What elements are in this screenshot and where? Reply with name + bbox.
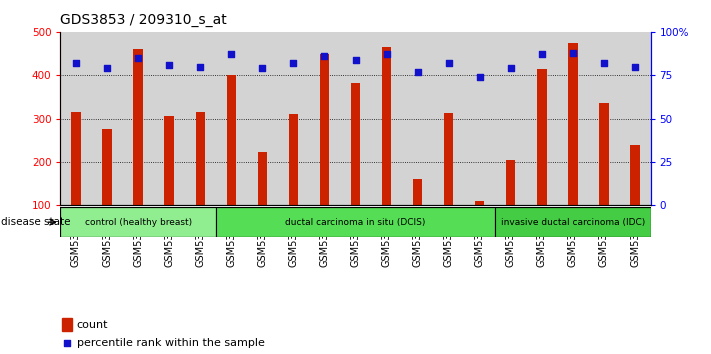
Point [505, 65, 516, 71]
Bar [619, 32, 651, 205]
Bar [496, 207, 651, 237]
Point [567, 50, 579, 56]
Point [536, 52, 547, 57]
Bar [413, 179, 422, 249]
Point [195, 64, 206, 69]
Text: invasive ductal carcinoma (IDC): invasive ductal carcinoma (IDC) [501, 218, 645, 227]
Bar [382, 47, 391, 249]
Bar [526, 32, 557, 205]
Bar [71, 112, 80, 249]
Bar [538, 69, 547, 249]
Bar [164, 116, 173, 249]
Bar [134, 49, 143, 249]
Bar [63, 318, 73, 331]
Point [443, 60, 454, 66]
Text: percentile rank within the sample: percentile rank within the sample [77, 338, 264, 348]
Point [102, 65, 113, 71]
Bar [309, 32, 340, 205]
Bar [340, 32, 371, 205]
Bar [351, 82, 360, 249]
Point [132, 55, 144, 61]
Bar [154, 32, 185, 205]
Bar [475, 201, 484, 249]
Point [629, 64, 641, 69]
Bar [227, 75, 236, 249]
Point [319, 53, 330, 59]
Point [598, 60, 609, 66]
Text: count: count [77, 320, 108, 330]
Bar [102, 130, 112, 249]
Bar [247, 32, 278, 205]
Bar [631, 145, 640, 249]
Bar [496, 32, 526, 205]
Bar [196, 112, 205, 249]
Bar [278, 32, 309, 205]
Point [412, 69, 423, 75]
Bar [371, 32, 402, 205]
Point [70, 60, 82, 66]
Bar [599, 103, 609, 249]
Point [288, 60, 299, 66]
Bar [92, 32, 122, 205]
Bar [60, 32, 92, 205]
Point [311, 259, 322, 265]
Bar [444, 113, 454, 249]
Bar [506, 160, 515, 249]
Bar [568, 43, 577, 249]
Bar [215, 32, 247, 205]
Bar [402, 32, 433, 205]
Point [381, 52, 392, 57]
Bar [557, 32, 589, 205]
Bar [464, 32, 496, 205]
Bar [215, 207, 496, 237]
Bar [60, 207, 215, 237]
Point [257, 65, 268, 71]
Bar [589, 32, 619, 205]
Text: ductal carcinoma in situ (DCIS): ductal carcinoma in situ (DCIS) [285, 218, 426, 227]
Bar [185, 32, 215, 205]
Point [350, 57, 361, 62]
Text: control (healthy breast): control (healthy breast) [85, 218, 192, 227]
Bar [320, 53, 329, 249]
Bar [257, 153, 267, 249]
Text: GDS3853 / 209310_s_at: GDS3853 / 209310_s_at [60, 13, 228, 27]
Text: disease state: disease state [1, 217, 71, 227]
Bar [433, 32, 464, 205]
Point [164, 62, 175, 68]
Point [474, 74, 486, 80]
Bar [289, 114, 298, 249]
Bar [122, 32, 154, 205]
Point [225, 52, 237, 57]
